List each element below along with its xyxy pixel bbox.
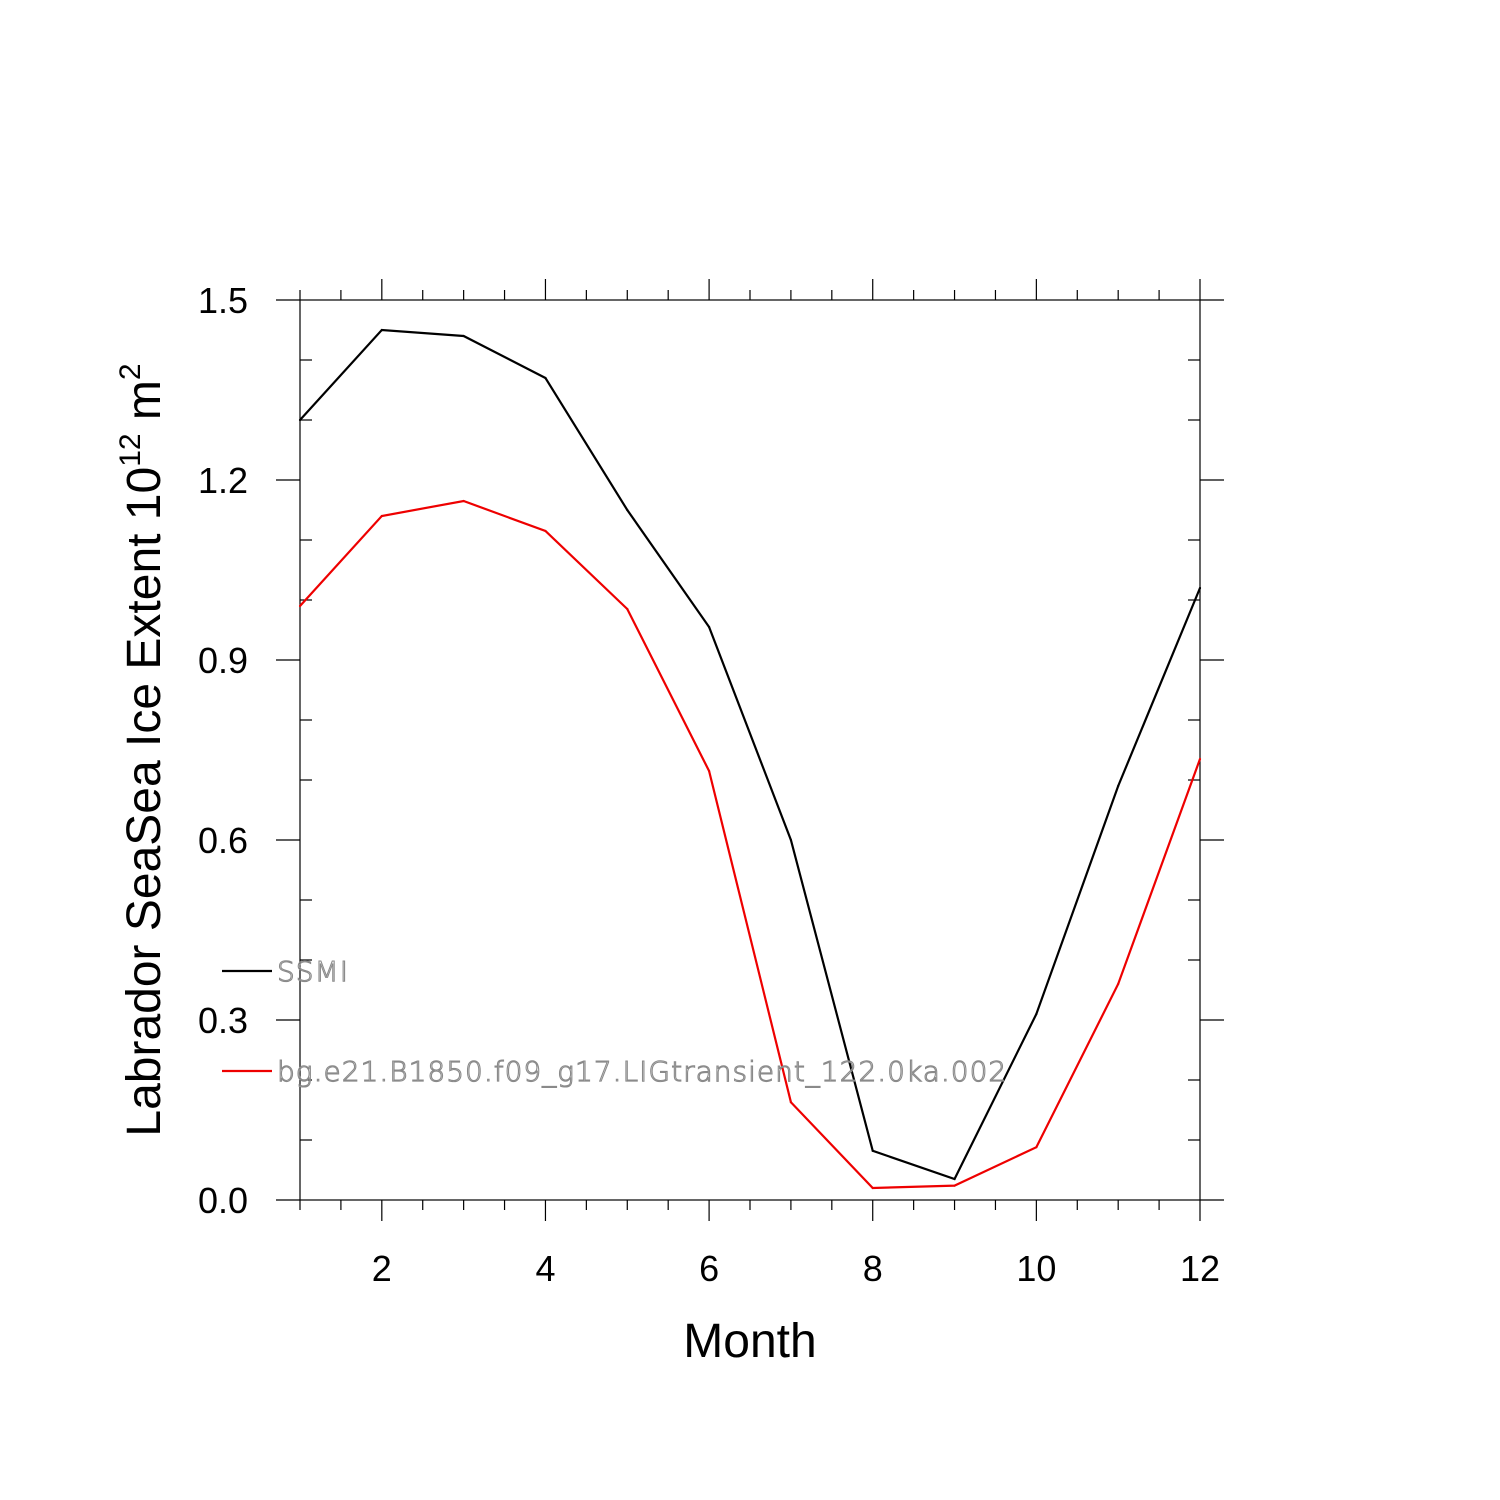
legend-label-1: SSMI <box>277 955 349 988</box>
series-1-point <box>871 1149 874 1152</box>
series-1-point <box>298 418 302 422</box>
series-1-point <box>1198 586 1202 590</box>
series-2-point <box>380 514 383 518</box>
tick-marks <box>276 279 1224 1221</box>
y-axis-title-unit: m <box>118 380 171 433</box>
x-tick-label: 2 <box>372 1248 392 1289</box>
series-1-point <box>380 328 383 332</box>
series-2-point <box>626 607 629 611</box>
series-1-point <box>789 838 793 842</box>
series-line-1 <box>299 328 1202 1181</box>
y-tick-label: 1.5 <box>198 280 248 321</box>
y-axis-title-exponent: 12 <box>114 433 147 466</box>
legend: SSMI bg.e21.B1850.f09_g17.LIGtransient_12… <box>222 954 1007 1090</box>
x-tick-label: 12 <box>1180 1248 1220 1289</box>
y-tick-label: 1.2 <box>198 460 248 501</box>
series-2-point <box>1035 1146 1038 1149</box>
y-tick-label: 0.3 <box>198 1000 248 1041</box>
series-1-point <box>462 334 465 338</box>
x-tick-label: 6 <box>699 1248 719 1289</box>
series-2-point <box>298 604 302 608</box>
y-axis-title-unit-exponent: 2 <box>114 363 147 380</box>
series-2-point <box>462 499 465 503</box>
series-1-point <box>544 376 547 380</box>
series-2-point <box>953 1184 956 1187</box>
series-2-point <box>707 769 711 773</box>
y-tick-label: 0.9 <box>198 640 248 681</box>
tick-labels: 2 4 6 8 10 12 0.0 0.3 0.6 0.9 1.2 1.5 <box>198 280 1220 1289</box>
x-axis-title: Month <box>683 1315 816 1368</box>
series-2-point <box>1117 982 1120 986</box>
y-axis-title: Labrador SeaSea Ice Extent 1012 m2 <box>114 363 171 1136</box>
x-tick-label: 8 <box>863 1248 883 1289</box>
series-1-point <box>1117 784 1120 788</box>
series-1-point <box>707 625 711 629</box>
series-1-point <box>1035 1012 1038 1016</box>
y-tick-label: 0.6 <box>198 820 248 861</box>
series-lines <box>298 328 1202 1190</box>
series-2-point <box>1198 757 1202 761</box>
x-tick-label: 4 <box>535 1248 555 1289</box>
y-tick-label: 0.0 <box>198 1180 248 1221</box>
series-2-point <box>871 1186 874 1190</box>
series-2-point <box>544 529 547 533</box>
series-1-point <box>626 508 629 512</box>
series-2-point <box>789 1101 793 1104</box>
series-line-2 <box>299 499 1202 1190</box>
legend-label-2: bg.e21.B1850.f09_g17.LIGtransient_122.0k… <box>277 1055 1007 1089</box>
y-axis-title-main: Labrador SeaSea Ice Extent 10 <box>118 467 171 1137</box>
series-1-point <box>953 1177 956 1181</box>
x-tick-label: 10 <box>1016 1248 1056 1289</box>
